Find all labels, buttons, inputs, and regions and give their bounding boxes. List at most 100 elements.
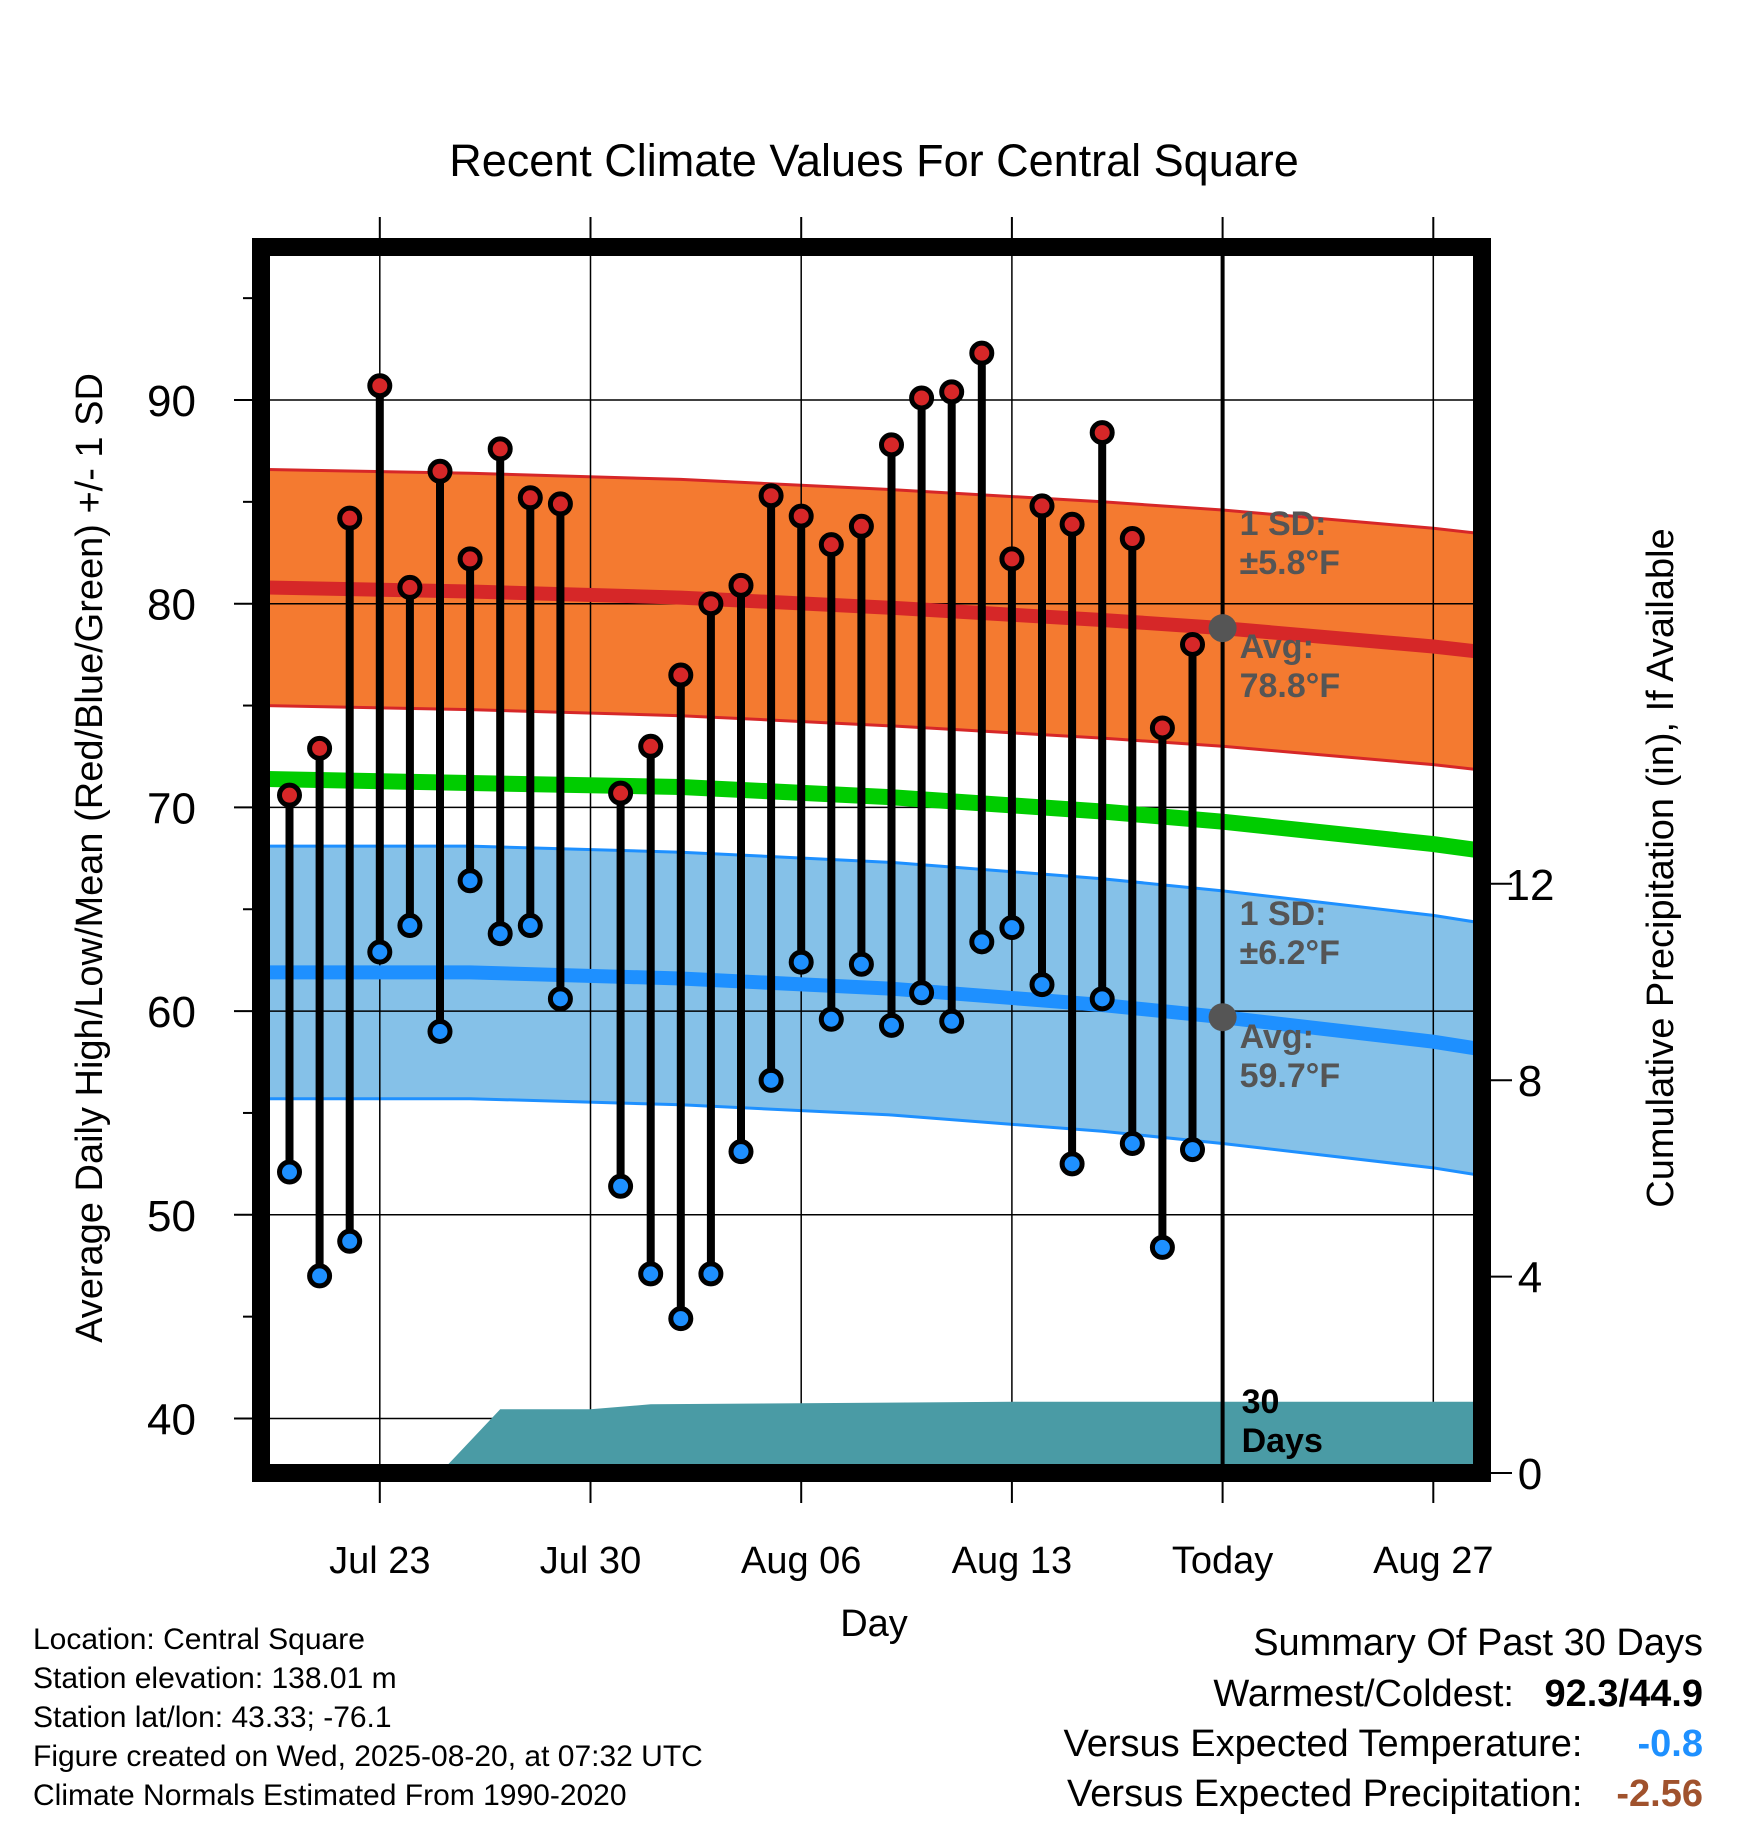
high-avg-annotation-line2: 78.8°F: [1240, 667, 1341, 705]
x-tick-label: Aug 13: [952, 1540, 1072, 1582]
daily-high-point: [487, 436, 513, 462]
daily-low-point: [277, 1159, 302, 1185]
high-avg-annotation: Avg: 78.8°F: [1240, 628, 1341, 705]
daily-low-point: [818, 1006, 844, 1032]
daily-high-point: [547, 491, 573, 517]
daily-high-point: [1180, 631, 1205, 657]
y2-tick-label: 12: [1506, 861, 1555, 910]
info-normals: Climate Normals Estimated From 1990-2020: [33, 1779, 627, 1812]
low-avg-annotation: Avg: 59.7°F: [1240, 1018, 1341, 1095]
daily-high-point: [939, 379, 965, 405]
x-tick-label: Today: [1172, 1540, 1273, 1582]
daily-high-point: [758, 483, 784, 509]
daily-low-point: [999, 915, 1025, 941]
daily-high-point: [307, 735, 333, 761]
daily-high-point: [1029, 493, 1055, 519]
daily-low-point: [517, 913, 543, 939]
daily-high-point: [337, 505, 363, 531]
precip-area: [261, 1401, 1482, 1473]
y2-axis-label: Cumulative Precipitation (in), If Availa…: [1640, 528, 1682, 1207]
period-annotation: 30 Days: [1242, 1383, 1323, 1460]
daily-high-point: [397, 574, 423, 600]
daily-high-point: [1119, 526, 1145, 552]
daily-high-point: [1149, 715, 1175, 741]
avg-high-line: [261, 580, 1482, 660]
daily-high-point: [698, 591, 724, 617]
daily-low-point: [1119, 1131, 1145, 1157]
daily-low-point: [547, 986, 573, 1012]
daily-low-point: [1149, 1234, 1175, 1260]
summary-warm-cold: Warmest/Coldest: 92.3/44.9: [1213, 1673, 1703, 1716]
y-tick-label: 60: [147, 988, 196, 1037]
daily-high-point: [367, 373, 393, 399]
low-avg-annotation-line2: 59.7°F: [1240, 1057, 1341, 1095]
period-annotation-line2: Days: [1242, 1422, 1323, 1460]
daily-high-point: [638, 733, 664, 759]
summary-temp-value: -0.8: [1637, 1723, 1703, 1765]
low-sd-annotation-line2: ±6.2°F: [1240, 934, 1340, 972]
period-annotation-line1: 30: [1242, 1383, 1280, 1421]
daily-high-point: [969, 340, 995, 366]
y2-tick-label: 8: [1518, 1057, 1542, 1106]
y-tick-label: 80: [147, 581, 196, 630]
daily-low-point: [728, 1139, 754, 1165]
daily-low-point: [909, 980, 935, 1006]
y-tick-label: 90: [147, 377, 196, 426]
chart-title: Recent Climate Values For Central Square: [449, 135, 1299, 186]
summary-precip-label: Versus Expected Precipitation:: [1067, 1773, 1583, 1815]
summary-precip-value: -2.56: [1616, 1773, 1703, 1815]
daily-low-point: [698, 1261, 724, 1287]
daily-high-point: [608, 780, 634, 806]
summary-warm-cold-label: Warmest/Coldest:: [1213, 1673, 1514, 1715]
high-sd-annotation-line2: ±5.8°F: [1240, 544, 1340, 582]
daily-low-point: [307, 1263, 333, 1289]
y2-tick-label: 0: [1518, 1450, 1542, 1499]
daily-low-point: [397, 913, 423, 939]
daily-high-point: [728, 572, 754, 598]
summary-temp-label: Versus Expected Temperature:: [1063, 1723, 1583, 1765]
daily-low-point: [668, 1306, 694, 1332]
y-tick-label: 70: [147, 784, 196, 833]
avg-low-line: [261, 965, 1482, 1057]
daily-low-point: [879, 1012, 904, 1038]
daily-high-point: [1089, 420, 1115, 446]
daily-low-point: [1029, 972, 1055, 998]
x-tick-label: Jul 30: [540, 1540, 641, 1582]
daily-low-point: [758, 1067, 784, 1093]
low-sd-lower-line: [261, 1097, 1482, 1178]
y-tick-label: 40: [147, 1396, 196, 1445]
plot-frame: [252, 238, 1491, 1482]
daily-low-point: [427, 1018, 453, 1044]
daily-high-point: [909, 385, 935, 411]
x-tick-label: Aug 06: [741, 1540, 861, 1582]
daily-low-point: [848, 951, 874, 977]
daily-low-point: [367, 939, 393, 965]
info-created: Figure created on Wed, 2025-08-20, at 07…: [33, 1740, 703, 1773]
today-avg-low-marker: [1208, 1003, 1237, 1032]
daily-high-point: [999, 546, 1025, 572]
summary-title: Summary Of Past 30 Days: [1253, 1622, 1703, 1664]
summary-warm-cold-value: 92.3/44.9: [1544, 1673, 1703, 1715]
high-sd-lower-line: [261, 704, 1482, 772]
daily-high-point: [879, 432, 904, 458]
daily-low-point: [638, 1261, 664, 1287]
low-sd-upper-line: [261, 844, 1482, 925]
today-avg-high-marker: [1208, 614, 1237, 643]
daily-low-point: [1089, 986, 1115, 1012]
summary-temp: Versus Expected Temperature: -0.8: [1064, 1723, 1703, 1766]
x-tick-label: Aug 27: [1373, 1540, 1493, 1582]
daily-high-point: [668, 662, 694, 688]
daily-low-point: [608, 1173, 634, 1199]
low-sd-annotation: 1 SD: ±6.2°F: [1240, 895, 1340, 972]
daily-high-point: [277, 782, 302, 808]
high-avg-annotation-line1: Avg:: [1240, 628, 1314, 666]
avg-mean-line: [261, 770, 1482, 859]
info-elevation: Station elevation: 138.01 m: [33, 1662, 397, 1695]
high-sd-annotation: 1 SD: ±5.8°F: [1240, 505, 1340, 582]
x-tick-label: Jul 23: [329, 1540, 430, 1582]
info-location: Location: Central Square: [33, 1623, 365, 1656]
daily-high-point: [457, 546, 483, 572]
